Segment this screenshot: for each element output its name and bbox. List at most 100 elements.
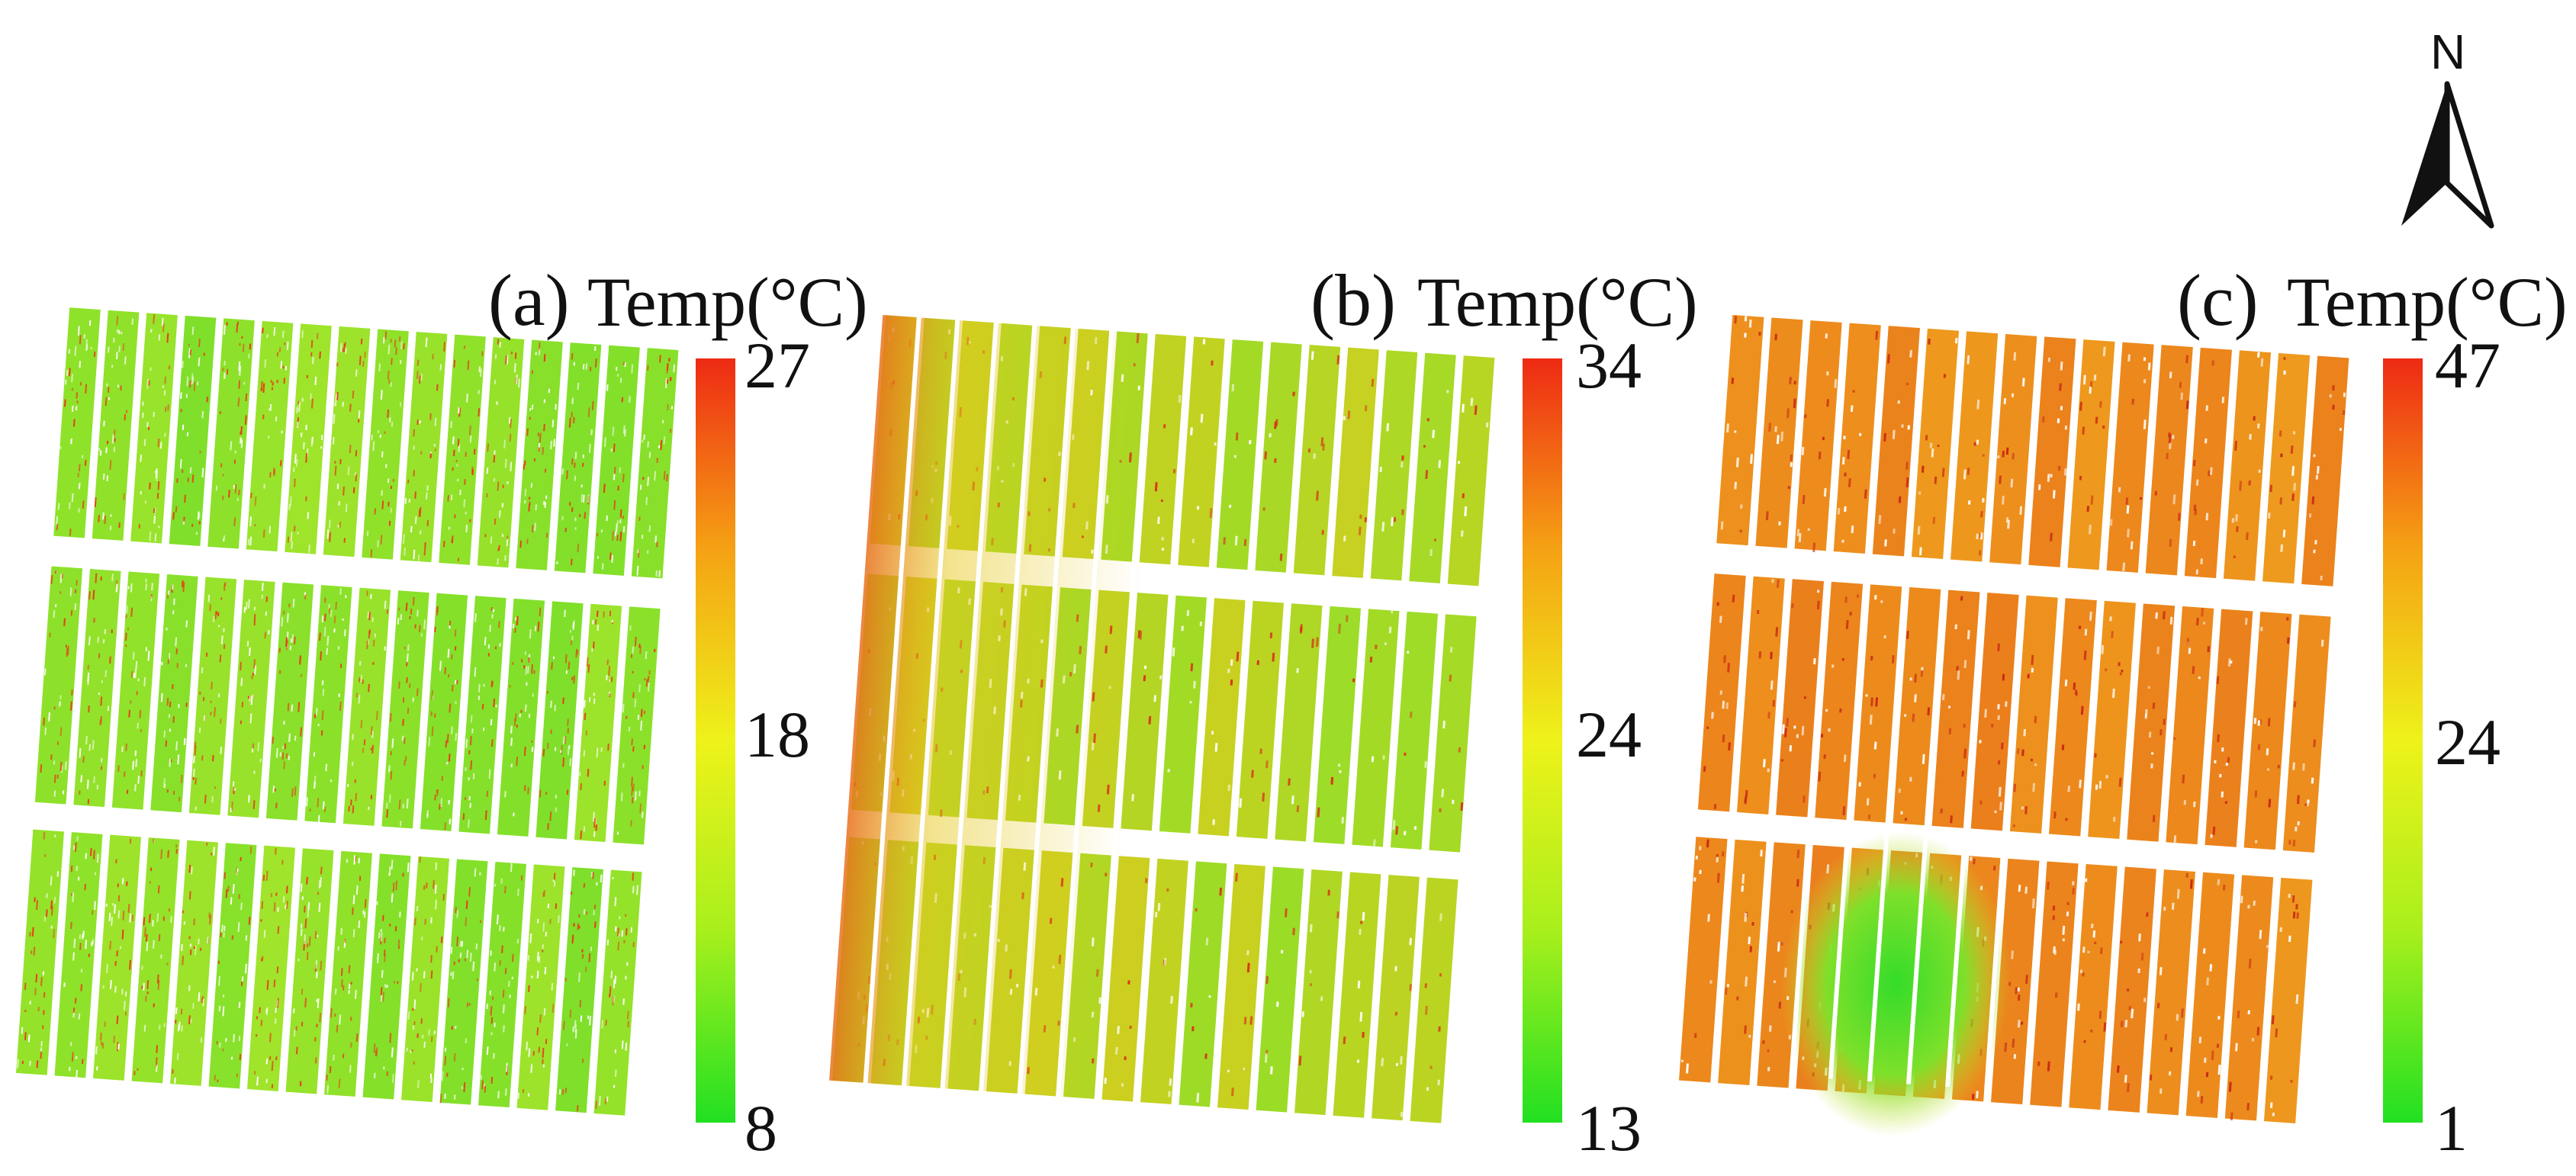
plot-strip-shade (1911, 328, 1960, 559)
pixel-speckle (399, 402, 402, 407)
pixel-speckle (1859, 432, 1862, 436)
north-letter: N (2430, 24, 2466, 79)
pixel-speckle (1724, 988, 1728, 995)
pixel-speckle (465, 900, 468, 909)
pixel-speckle (494, 883, 497, 887)
pixel-speckle (1734, 481, 1737, 490)
pixel-speckle (591, 647, 593, 652)
pixel-speckle (2207, 646, 2210, 653)
pixel-speckle (560, 750, 562, 753)
pixel-speckle (270, 380, 272, 383)
pixel-speckle (497, 339, 500, 345)
pixel-speckle (2290, 1079, 2293, 1083)
pixel-speckle (1265, 975, 1269, 985)
pixel-speckle (203, 352, 205, 356)
pixel-speckle (1928, 339, 1931, 345)
pixel-speckle (247, 538, 250, 545)
pixel-speckle (179, 458, 182, 469)
pixel-speckle (630, 820, 632, 827)
pixel-speckle (2010, 478, 2014, 488)
pixel-speckle (63, 982, 66, 988)
pixel-speckle (2160, 1088, 2163, 1094)
pixel-speckle (1343, 1036, 1346, 1045)
pixel-speckle (2253, 416, 2256, 421)
pixel-speckle (1960, 596, 1963, 601)
pixel-speckle (626, 1011, 629, 1020)
plot-strip-shade (1352, 609, 1400, 847)
pixel-speckle (217, 960, 220, 964)
pixel-speckle (118, 522, 121, 529)
pixel-speckle (585, 730, 588, 736)
pixel-speckle (272, 468, 275, 475)
pixel-speckle (330, 779, 333, 782)
pixel-speckle (1807, 528, 1810, 532)
pixel-speckle (1707, 914, 1710, 922)
pixel-speckle (93, 618, 95, 623)
pixel-speckle (193, 756, 195, 763)
pixel-speckle (412, 697, 414, 702)
pixel-speckle (300, 924, 303, 929)
pixel-speckle (259, 759, 262, 763)
pixel-speckle (108, 346, 110, 353)
pixel-speckle (1921, 667, 1924, 671)
plot-strip-shade (2088, 600, 2136, 839)
pixel-speckle (96, 785, 99, 790)
pixel-speckle (94, 496, 97, 507)
pixel-speckle (359, 660, 362, 666)
pixel-speckle (1822, 436, 1825, 441)
pixel-speckle (1458, 747, 1462, 753)
pixel-speckle (366, 531, 369, 536)
pixel-speckle (542, 1064, 545, 1068)
pixel-speckle (149, 482, 151, 490)
pixel-speckle (1976, 439, 1979, 445)
strip-gap (1287, 346, 1346, 1113)
pixel-speckle (168, 714, 171, 718)
pixel-speckle (509, 994, 511, 998)
pixel-speckle (629, 396, 631, 403)
pixel-speckle (390, 486, 393, 490)
pixel-speckle (2060, 361, 2063, 371)
pixel-speckle (317, 892, 320, 895)
pixel-speckle (1954, 338, 1958, 344)
pixel-speckle (333, 628, 336, 633)
plot-strip-shade (554, 342, 602, 574)
pixel-speckle (76, 579, 78, 586)
pixel-speckle (449, 620, 452, 626)
pixel-speckle (1909, 677, 1912, 681)
pixel-speckle (2286, 617, 2289, 621)
pixel-speckle (624, 429, 626, 437)
pixel-speckle (153, 940, 155, 949)
plot-strip (1333, 872, 1381, 1118)
pixel-speckle (1316, 490, 1319, 501)
pixel-speckle (253, 614, 256, 622)
pixel-speckle (551, 662, 553, 670)
pixel-speckle (1470, 397, 1474, 406)
pixel-speckle (2311, 496, 2315, 505)
pixel-speckle (294, 735, 297, 741)
plot-strip (1409, 352, 1456, 583)
pixel-speckle (506, 538, 509, 547)
pixel-speckle (329, 532, 332, 542)
pixel-speckle (191, 326, 195, 336)
pixel-speckle (455, 701, 457, 705)
pixel-speckle (1963, 748, 1967, 759)
pixel-speckle (185, 664, 188, 667)
pixel-speckle (375, 711, 378, 721)
pixel-speckle (446, 761, 449, 765)
pixel-speckle (363, 911, 366, 918)
pixel-speckle (156, 493, 159, 499)
pixel-speckle (350, 982, 352, 985)
pixel-speckle (110, 514, 112, 517)
plot-strip-shade (2205, 609, 2253, 847)
pixel-speckle (455, 680, 457, 685)
pixel-speckle (59, 701, 61, 707)
pixel-speckle (431, 689, 434, 699)
pixel-speckle (2302, 763, 2305, 771)
pixel-speckle (616, 927, 619, 937)
pixel-speckle (288, 733, 291, 742)
pixel-speckle (180, 774, 183, 783)
pixel-speckle (50, 575, 53, 584)
plot-strip-shade (1409, 352, 1456, 583)
pixel-speckle (297, 532, 299, 535)
pixel-speckle (552, 879, 555, 882)
